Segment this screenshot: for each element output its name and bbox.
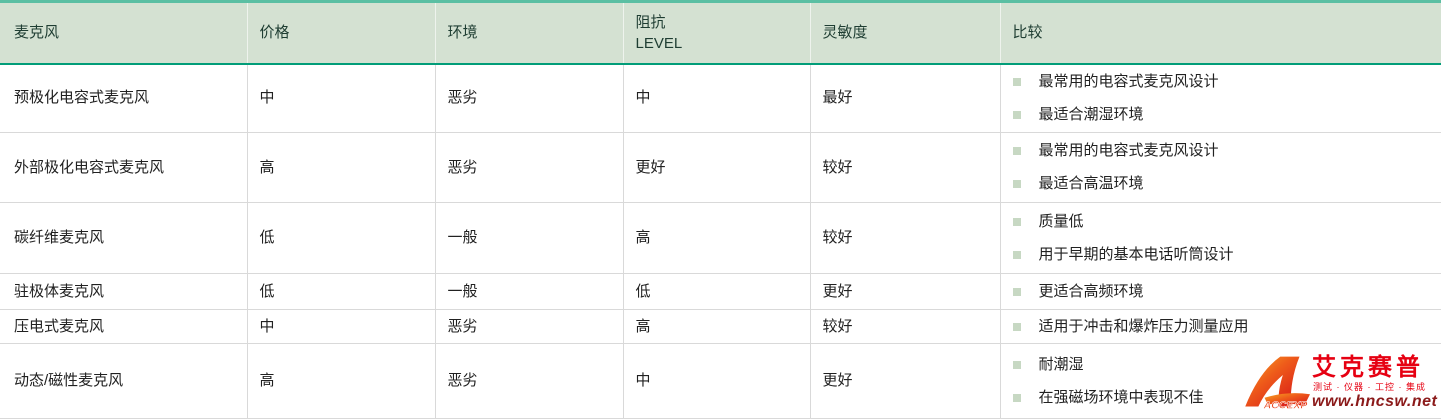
bullet-text: 最适合潮湿环境 [1038, 105, 1144, 123]
bullet-text: 适用于冲击和爆炸压力测量应用 [1038, 317, 1249, 335]
cell-sensitivity: 更好 [809, 273, 1000, 310]
cell-microphone: 动态/磁性麦克风 [0, 343, 247, 419]
brand-name: 艾克赛普 [1312, 353, 1424, 381]
cell-environment: 一般 [434, 202, 623, 274]
brand-url: www.hncsw.net [1312, 392, 1438, 410]
cell-price: 低 [246, 202, 435, 274]
accexp-monogram-text: ACCEXP [1263, 399, 1309, 411]
cell-impedance: 中 [622, 343, 810, 419]
header-price: 价格 [246, 0, 435, 65]
cell-microphone: 碳纤维麦克风 [0, 202, 247, 274]
cell-impedance: 高 [622, 202, 810, 274]
bullet-item: 最常用的电容式麦克风设计 [1012, 72, 1434, 92]
cell-price: 高 [246, 132, 435, 203]
bullet-square-icon [1012, 77, 1021, 86]
table-row: 碳纤维麦克风 低 一般 高 较好 质量低 用于早期的基本电话听筒设计 [0, 202, 1441, 274]
cell-comparison: 最常用的电容式麦克风设计 最适合高温环境 [999, 132, 1441, 203]
bullet-square-icon [1012, 360, 1021, 369]
table-row: 压电式麦克风 中 恶劣 高 较好 适用于冲击和爆炸压力测量应用 [0, 309, 1441, 344]
cell-sensitivity: 较好 [809, 132, 1000, 203]
table-row: 预极化电容式麦克风 中 恶劣 中 最好 最常用的电容式麦克风设计 最适合潮湿环境 [0, 63, 1441, 133]
cell-comparison: 适用于冲击和爆炸压力测量应用 [999, 309, 1441, 344]
bullet-item: 最适合潮湿环境 [1012, 105, 1434, 125]
bullet-text: 最适合高温环境 [1038, 175, 1144, 192]
cell-comparison: 更适合高频环境 [999, 273, 1441, 310]
header-row: 麦克风 价格 环境 阻抗 LEVEL 灵敏度 比较 [0, 0, 1441, 65]
table-row: 外部极化电容式麦克风 高 恶劣 更好 较好 最常用的电容式麦克风设计 最适合高温… [0, 132, 1441, 203]
bullet-square-icon [1012, 110, 1021, 119]
accexp-a-swoosh-icon: ACCEXP [1245, 356, 1310, 411]
bullet-square-icon [1012, 217, 1021, 226]
cell-comparison: 质量低 用于早期的基本电话听筒设计 [999, 202, 1441, 274]
cell-environment: 恶劣 [434, 309, 623, 344]
bullet-item: 最常用的电容式麦克风设计 [1012, 141, 1434, 161]
cell-environment: 恶劣 [434, 132, 623, 203]
bullet-text: 更适合高频环境 [1038, 282, 1144, 300]
bullet-square-icon [1012, 147, 1021, 155]
bullet-text: 最常用的电容式麦克风设计 [1038, 72, 1219, 90]
cell-sensitivity: 更好 [809, 343, 1000, 419]
cell-price: 低 [246, 273, 435, 310]
cell-environment: 恶劣 [434, 63, 623, 133]
cell-sensitivity: 较好 [809, 202, 1000, 274]
bullet-item: 在强磁场环境中表现不佳 [1012, 388, 1434, 408]
header-impedance: 阻抗 LEVEL [622, 0, 810, 65]
bullet-square-icon [1012, 180, 1021, 188]
brand-tagline: 测试 · 仪器 · 工控 · 集成 [1313, 381, 1426, 392]
bullet-item: 耐潮湿 [1012, 355, 1434, 375]
cell-environment: 一般 [434, 273, 623, 310]
cell-comparison: 最常用的电容式麦克风设计 最适合潮湿环境 [999, 63, 1441, 133]
table-row: 驻极体麦克风 低 一般 低 更好 更适合高频环境 [0, 273, 1441, 310]
bullet-item: 更适合高频环境 [1012, 282, 1434, 302]
header-sensitivity: 灵敏度 [809, 0, 1000, 65]
cell-microphone: 预极化电容式麦克风 [14, 89, 150, 107]
bullet-text: 耐潮湿 [1038, 355, 1084, 373]
table-row: 动态/磁性麦克风 高 恶劣 中 更好 耐潮湿 在强磁场环境中表现不佳 [0, 343, 1441, 419]
bullet-text: 在强磁场环境中表现不佳 [1038, 388, 1204, 406]
cell-price: 高 [246, 343, 435, 419]
cell-sensitivity: 较好 [809, 309, 1000, 344]
cell-microphone: 外部极化电容式麦克风 [0, 132, 247, 203]
bullet-square-icon [1012, 393, 1021, 402]
cell-sensitivity: 最好 [809, 63, 1000, 133]
bullet-item: 适用于冲击和爆炸压力测量应用 [1012, 317, 1434, 337]
header-microphone: 麦克风 [0, 0, 247, 65]
logo-text-block: 艾克赛普 测试 · 仪器 · 工控 · 集成 www.hncsw.net [1312, 354, 1437, 410]
cell-impedance: 低 [622, 273, 810, 310]
bullet-text: 最常用的电容式麦克风设计 [1038, 142, 1219, 159]
header-comparison: 比较 [999, 0, 1441, 65]
cell-environment: 恶劣 [434, 343, 623, 419]
cell-impedance: 更好 [622, 132, 810, 203]
cell-microphone: 压电式麦克风 [0, 309, 247, 344]
header-environment: 环境 [434, 0, 623, 65]
bullet-square-icon [1012, 322, 1021, 331]
cell-microphone: 驻极体麦克风 [0, 273, 247, 310]
vendor-watermark-logo: ACCEXP 艾克赛普 测试 · 仪器 · 工控 · 集成 www.hncsw.… [1240, 348, 1441, 415]
cell-price: 中 [246, 63, 435, 133]
bullet-square-icon [1012, 287, 1021, 296]
cell-price: 中 [246, 309, 435, 344]
bullet-square-icon [1012, 250, 1021, 259]
bullet-text: 质量低 [1038, 212, 1084, 230]
bullet-text: 用于早期的基本电话听筒设计 [1038, 245, 1234, 263]
bullet-item: 质量低 [1012, 212, 1434, 232]
cell-impedance: 中 [622, 63, 810, 133]
cell-impedance: 高 [622, 309, 810, 344]
bullet-item: 用于早期的基本电话听筒设计 [1012, 245, 1434, 265]
bullet-item: 最适合高温环境 [1012, 174, 1434, 194]
